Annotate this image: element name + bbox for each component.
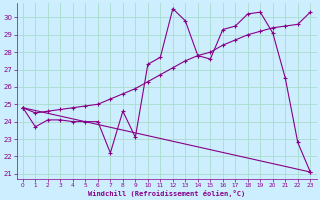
X-axis label: Windchill (Refroidissement éolien,°C): Windchill (Refroidissement éolien,°C)	[88, 190, 245, 197]
